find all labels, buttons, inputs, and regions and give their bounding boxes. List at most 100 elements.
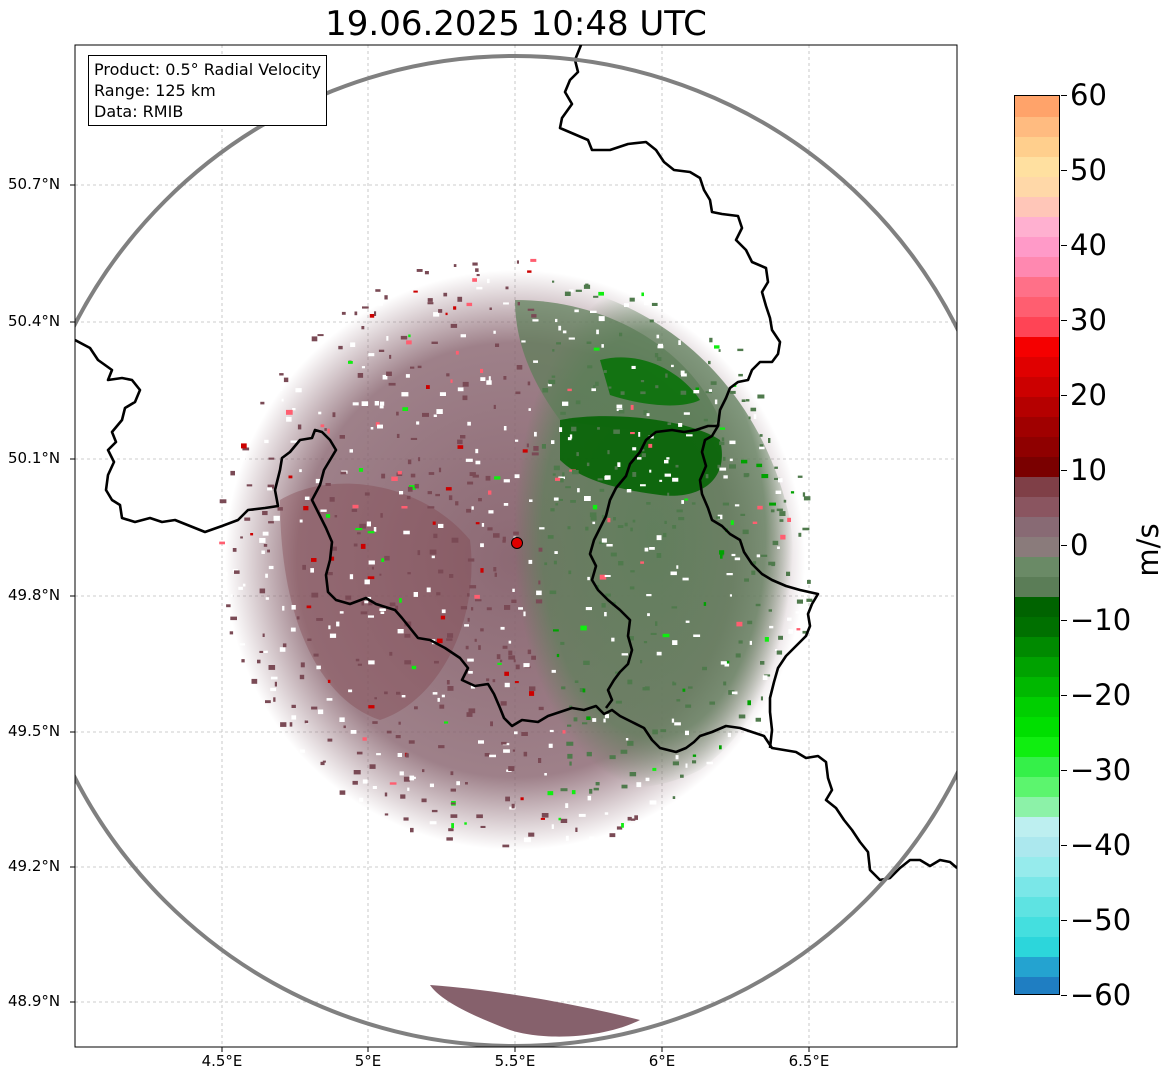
echo-speckle [259, 588, 266, 594]
lat-label: 50.1°N [8, 449, 61, 467]
echo-speckle [418, 457, 421, 462]
echo-speckle [562, 472, 565, 477]
echo-speckle [317, 334, 324, 337]
echo-speckle [476, 274, 480, 277]
echo-speckle [617, 462, 621, 467]
echo-speckle [246, 484, 253, 487]
echo-speckle [762, 675, 768, 680]
echo-speckle [322, 760, 326, 763]
echo-speckle [443, 292, 448, 297]
echo-speckle [788, 436, 793, 440]
echo-speckle [551, 440, 555, 444]
echo-speckle [804, 619, 808, 625]
echo-speckle [779, 511, 786, 516]
echo-speckle [352, 504, 359, 509]
colorbar-tick-label: −60 [1070, 978, 1132, 1012]
echo-speckle [643, 641, 648, 644]
echo-speckle [291, 605, 296, 610]
echo-speckle [757, 394, 765, 399]
echo-speckle [521, 340, 526, 343]
echo-speckle [446, 373, 450, 377]
echo-speckle [683, 412, 690, 415]
echo-speckle [705, 391, 712, 394]
echo-speckle [521, 732, 528, 736]
echo-speckle [736, 621, 743, 627]
radar-site-marker[interactable] [511, 537, 523, 549]
echo-speckle [592, 504, 598, 510]
country-borders [75, 45, 957, 882]
echo-speckle [451, 823, 454, 829]
echo-speckle [709, 701, 715, 705]
echo-speckle [734, 504, 740, 507]
echo-speckle [802, 527, 810, 531]
echo-speckle [450, 788, 456, 792]
echo-speckle [592, 521, 596, 525]
echo-speckle [605, 593, 611, 597]
echo-speckle [681, 500, 684, 504]
colorbar-segment [1015, 716, 1059, 737]
colorbar-segment [1015, 676, 1059, 697]
echo-speckle [557, 498, 563, 501]
echo-speckle [362, 306, 369, 309]
echo-speckle [386, 336, 389, 341]
echo-speckle [508, 655, 516, 660]
echo-speckle [724, 663, 730, 667]
echo-speckle [779, 519, 784, 522]
echo-speckle [399, 491, 404, 495]
echo-speckle [580, 625, 587, 631]
echo-speckle [723, 475, 728, 479]
echo-speckle [528, 832, 535, 837]
echo-speckle [512, 588, 515, 592]
echo-speckle [674, 722, 681, 726]
echo-speckle [475, 268, 479, 272]
echo-speckle [516, 365, 523, 370]
colorbar-tick [1061, 995, 1067, 996]
echo-speckle [621, 784, 628, 789]
echo-speckle [783, 499, 787, 503]
echo-speckle [487, 527, 493, 531]
echo-speckle [806, 598, 813, 602]
echo-speckle [217, 519, 222, 523]
echo-speckle [364, 600, 371, 604]
echo-speckle [426, 385, 430, 389]
echo-speckle [515, 439, 519, 442]
echo-speckle [569, 289, 574, 293]
echo-speckle [379, 405, 384, 409]
echo-speckle [678, 423, 683, 427]
echo-speckle [755, 603, 761, 607]
echo-speckle [717, 464, 720, 469]
echo-speckle [514, 474, 520, 479]
echo-speckle [263, 650, 268, 653]
echo-speckle [693, 390, 700, 394]
echo-speckle [693, 634, 701, 637]
echo-speckle [590, 515, 597, 521]
echo-speckle [343, 725, 346, 729]
colorbar-tick-label: −50 [1070, 903, 1132, 937]
echo-speckle [788, 629, 793, 634]
echo-speckle [688, 686, 693, 689]
echo-speckle [439, 704, 445, 709]
echo-speckle [357, 532, 361, 535]
echo-speckle [368, 600, 373, 606]
colorbar-segment [1015, 256, 1059, 277]
echo-speckle [380, 611, 385, 614]
echo-speckle [520, 797, 524, 801]
echo-speckle [760, 554, 768, 557]
echo-speckle [692, 754, 697, 757]
echo-speckle [500, 626, 505, 630]
echo-speckle [530, 258, 537, 262]
echo-speckle [324, 428, 327, 431]
echo-speckle [549, 590, 557, 595]
echo-speckle [632, 519, 636, 523]
echo-speckle [540, 817, 545, 820]
echo-speckle [396, 691, 401, 695]
range-label: Range: 125 km [94, 81, 216, 100]
echo-speckle [643, 410, 648, 415]
echo-speckle [641, 453, 646, 458]
echo-speckle [749, 640, 752, 645]
echo-speckle [413, 290, 418, 293]
echo-speckle [474, 638, 477, 642]
echo-speckle [514, 731, 518, 735]
echo-speckle [457, 387, 464, 392]
echo-speckle [279, 373, 284, 376]
